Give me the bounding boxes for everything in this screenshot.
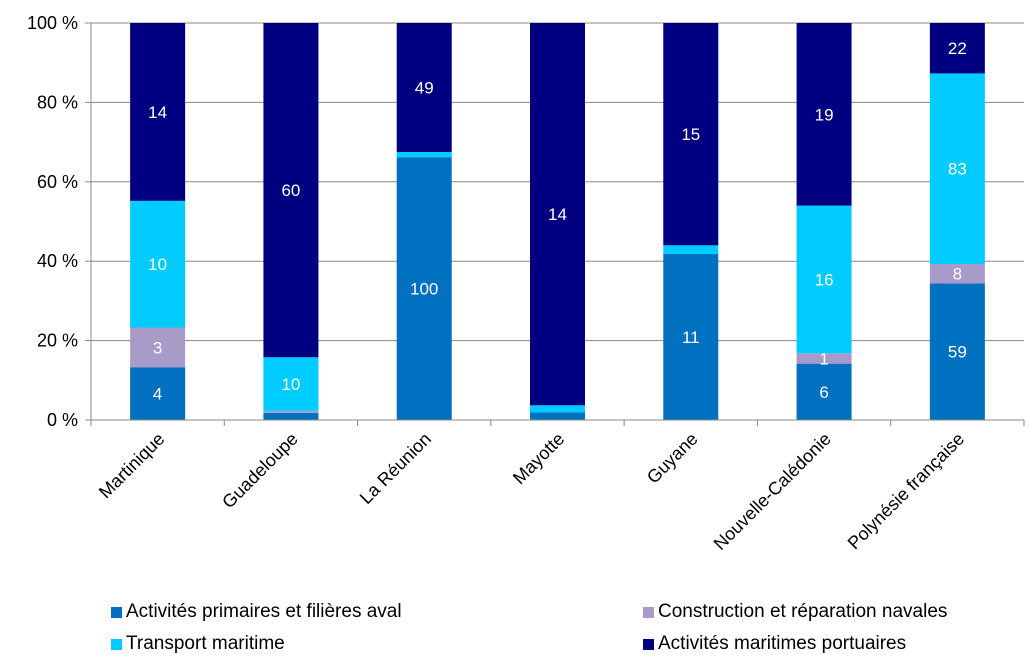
- y-tick-label-0: 0 %: [47, 410, 78, 430]
- x-tick-label-5: Nouvelle-Calédonie: [710, 429, 835, 554]
- data-label-3-5: 19: [815, 105, 834, 124]
- bar-3-0: [130, 23, 186, 201]
- bar-3-3: [530, 23, 585, 406]
- data-label-3-4: 15: [681, 125, 700, 144]
- data-label-3-2: 49: [415, 79, 434, 98]
- bar-0-1: [263, 412, 319, 420]
- bar-2-2: [396, 152, 452, 158]
- bar-3-1: [263, 23, 319, 358]
- y-tick-label-5: 100 %: [27, 13, 78, 33]
- y-tick-label-1: 20 %: [37, 331, 78, 351]
- data-label-2-5: 16: [815, 270, 834, 289]
- data-label-3-6: 22: [948, 39, 967, 58]
- bar-0-4: [663, 254, 719, 420]
- bar-3-6: [929, 23, 985, 74]
- data-label-2-0: 10: [148, 255, 167, 274]
- x-tick-label-2: La Réunion: [356, 429, 435, 508]
- bar-3-4: [663, 23, 719, 246]
- data-label-1-0: 3: [153, 338, 162, 357]
- bar-0-6: [929, 283, 985, 420]
- data-label-2-1: 10: [281, 375, 300, 394]
- bar-0-5: [796, 363, 852, 420]
- data-label-2-6: 83: [948, 160, 967, 179]
- x-tick-label-0: Martinique: [95, 429, 169, 503]
- data-label-0-2: 100: [410, 280, 438, 299]
- data-label-0-5: 6: [819, 383, 828, 402]
- bar-2-1: [263, 357, 319, 411]
- bar-0-2: [396, 157, 452, 420]
- data-label-1-5: 1: [819, 349, 828, 368]
- x-tick-label-1: Guadeloupe: [218, 429, 302, 513]
- y-tick-label-4: 80 %: [37, 92, 78, 112]
- bar-0-3: [530, 412, 585, 420]
- bar-1-1: [263, 410, 319, 413]
- bar-2-6: [929, 73, 985, 264]
- data-label-3-0: 14: [148, 103, 167, 122]
- data-label-0-4: 11: [682, 328, 700, 347]
- bar-1-5: [796, 353, 852, 364]
- data-label-0-0: 4: [153, 385, 162, 404]
- bar-3-2: [396, 23, 452, 153]
- bar-3-5: [796, 23, 852, 206]
- bar-2-5: [796, 205, 852, 354]
- data-label-1-6: 8: [953, 265, 962, 284]
- data-label-0-6: 59: [948, 343, 967, 362]
- x-tick-label-6: Polynésie française: [844, 429, 969, 554]
- data-label-3-1: 60: [281, 181, 300, 200]
- bar-1-0: [130, 327, 186, 368]
- x-tick-label-4: Guyane: [643, 429, 702, 488]
- bar-0-0: [130, 367, 186, 420]
- data-label-3-3: 14: [548, 205, 567, 224]
- bar-2-0: [130, 200, 186, 328]
- y-tick-label-3: 60 %: [37, 172, 78, 192]
- y-tick-label-2: 40 %: [37, 251, 78, 271]
- bar-2-3: [530, 405, 585, 413]
- x-tick-label-3: Mayotte: [509, 429, 568, 488]
- bar-1-6: [929, 263, 985, 284]
- bar-2-4: [663, 245, 719, 255]
